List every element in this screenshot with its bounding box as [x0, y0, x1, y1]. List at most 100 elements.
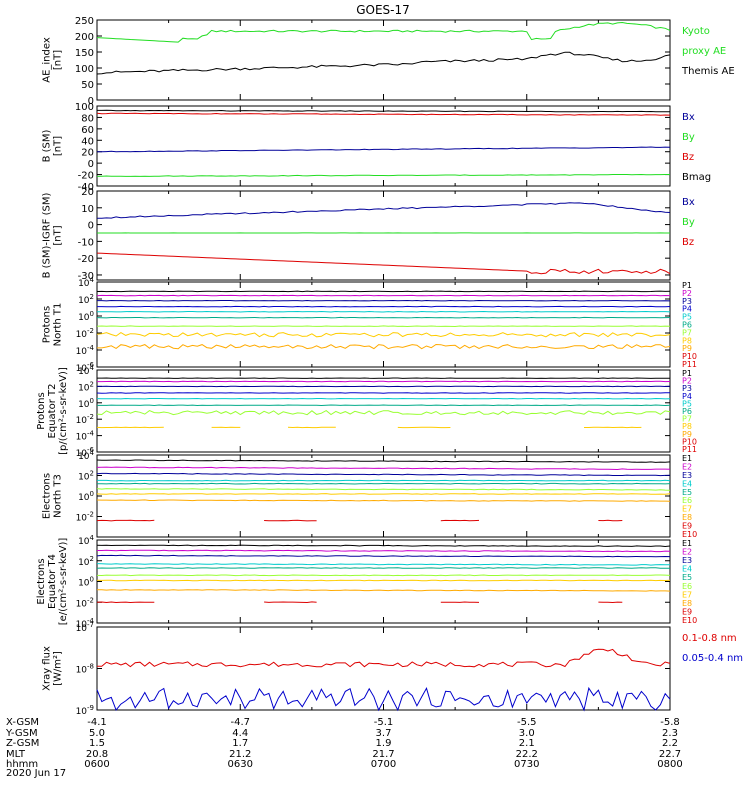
- ephemeris-value: 3.7: [376, 728, 392, 739]
- legend-entry: P6: [682, 321, 692, 330]
- legend-entry: E3: [682, 556, 692, 565]
- y-axis-label: Protons: [42, 306, 53, 343]
- y-axis-label: AE_index: [42, 37, 53, 83]
- ephemeris-value: 0730: [514, 759, 539, 770]
- series-line-p6: [96, 316, 671, 319]
- series-line-kyoto-proxy-ae: [96, 21, 671, 43]
- legend-entry: E10: [682, 616, 697, 625]
- ephemeris-value: 22.2: [516, 749, 538, 760]
- ephemeris-row-label: Y-GSM: [5, 728, 38, 739]
- y-axis-label: [nT]: [53, 225, 64, 245]
- ephemeris-value: -4.1: [87, 717, 107, 728]
- legend-entry: E2: [682, 462, 692, 471]
- series-line-e7: [96, 493, 671, 495]
- ephemeris-value: 2.3: [662, 728, 678, 739]
- legend-entry: E2: [682, 548, 692, 557]
- legend-entry: P8: [682, 336, 692, 345]
- y-tick-label: 10-8: [76, 663, 94, 676]
- ephemeris-value: 1.5: [89, 738, 105, 749]
- y-axis-label: [nT]: [53, 136, 64, 156]
- legend-entry: P3: [682, 297, 692, 306]
- y-tick-label: 20: [81, 148, 94, 159]
- legend-entry: Bmag: [682, 172, 711, 183]
- legend-entry: 0.1-0.8 nm: [682, 633, 737, 644]
- legend-entry: proxy AE: [682, 46, 726, 57]
- ephemeris-value: -4.7: [230, 717, 250, 728]
- y-axis-label: Protons: [36, 392, 47, 429]
- ephemeris-row-label: MLT: [6, 749, 26, 760]
- y-tick-label: 50: [81, 80, 94, 91]
- y-tick-label: 100: [75, 64, 94, 75]
- series-line-e6: [96, 488, 671, 491]
- legend-entry: E9: [682, 522, 692, 531]
- y-tick-label: 100: [78, 397, 94, 410]
- ephemeris-value: 5.0: [89, 728, 105, 739]
- legend-entry: Bx: [682, 197, 695, 208]
- series-line-by: [96, 173, 670, 177]
- legend-entry: P4: [682, 392, 692, 401]
- y-tick-label: 10-2: [76, 596, 94, 609]
- legend-entry: E9: [682, 607, 692, 616]
- legend-entry: Bz: [682, 152, 694, 163]
- legend-entry: E4: [682, 479, 692, 488]
- ephemeris-row-label: Z-GSM: [6, 738, 39, 749]
- y-tick-label: -20: [78, 171, 94, 182]
- y-tick-label: 40: [81, 136, 94, 147]
- panel-1: 0 50 100 150 200 250 AE_index [nT] Kyoto proxy AE…: [42, 16, 735, 107]
- y-axis-label: [W/m²]: [53, 651, 64, 686]
- series-line-e2: [97, 549, 671, 553]
- legend-entry: P10: [682, 437, 697, 446]
- series-line-p4: [97, 305, 671, 308]
- series-line-p2: [96, 294, 671, 297]
- legend-entry: E1: [682, 539, 692, 548]
- legend-entry: Bz: [682, 237, 694, 248]
- series-line-e5: [96, 567, 671, 569]
- series-line-e1: [96, 459, 671, 463]
- legend-entry: E8: [682, 513, 692, 522]
- y-tick-label: 100: [75, 102, 94, 113]
- y-tick-label: 10-2: [76, 327, 94, 340]
- legend-entry: P11: [682, 445, 697, 454]
- series-line-e7: [96, 579, 671, 582]
- series-line-themis-ae: [96, 51, 671, 75]
- series-line-bmag: [97, 109, 671, 113]
- y-axis-label: Electrons: [42, 473, 53, 519]
- legend-entry: By: [682, 217, 695, 228]
- series-line-0-1-0-8-nm: [96, 648, 671, 668]
- y-tick-label: 250: [75, 16, 94, 27]
- panel-frame: [96, 105, 671, 187]
- series-line-bz: [96, 252, 671, 275]
- series-line-e9: [96, 601, 155, 604]
- series-line-e4: [96, 563, 670, 566]
- y-tick-label: 102: [78, 470, 94, 483]
- ephemeris-value: 0800: [657, 759, 682, 770]
- y-axis-label: Equator T2: [47, 384, 58, 439]
- y-tick-label: 150: [75, 48, 94, 59]
- series-line-p6: [97, 404, 671, 407]
- y-tick-label: 60: [81, 125, 94, 136]
- legend-entry: P7: [682, 328, 692, 337]
- legend-entry: P5: [682, 313, 692, 322]
- series-line-e6: [96, 574, 671, 577]
- y-tick-label: -10: [78, 237, 94, 248]
- series-line-p5: [96, 310, 671, 313]
- legend-entry: P8: [682, 422, 692, 431]
- y-tick-label: 102: [78, 293, 94, 306]
- ephemeris-value: 0600: [84, 759, 109, 770]
- y-tick-label: 0: [88, 221, 94, 232]
- series-line-e9: [96, 519, 155, 522]
- y-axis-label: North T3: [53, 474, 64, 518]
- ephemeris-value: 2.1: [519, 738, 535, 749]
- y-tick-label: 102: [78, 555, 94, 568]
- ephemeris-value: -5.5: [517, 717, 537, 728]
- series-line-p2: [97, 380, 671, 383]
- ephemeris-value: -5.1: [374, 717, 394, 728]
- legend-entry: P7: [682, 415, 692, 424]
- y-tick-label: 100: [78, 490, 94, 503]
- series-line-e8: [96, 589, 671, 592]
- legend-entry: E6: [682, 582, 692, 591]
